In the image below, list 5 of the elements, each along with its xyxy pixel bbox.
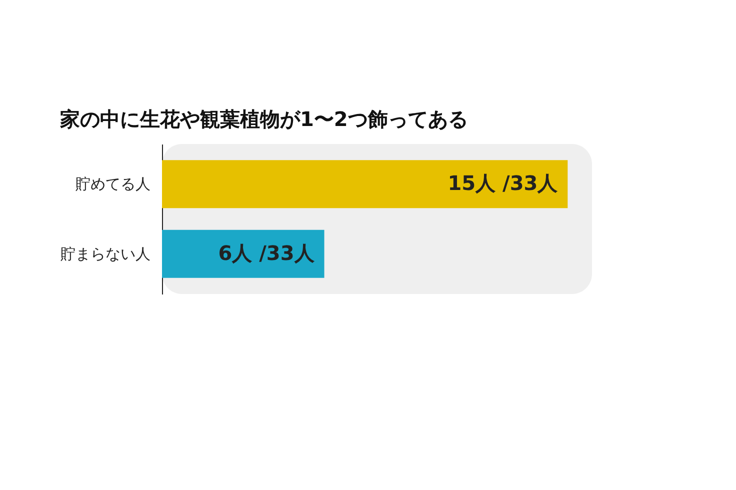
y-tick-label: 貯めてる人 [76,175,150,194]
data-label: 15人 /33人 [448,171,559,196]
y-tick-label: 貯まらない人 [60,244,150,263]
chart-title: 家の中に生花や観葉植物が1〜2つ飾ってある [59,107,468,131]
data-label: 6人 /33人 [218,240,316,265]
